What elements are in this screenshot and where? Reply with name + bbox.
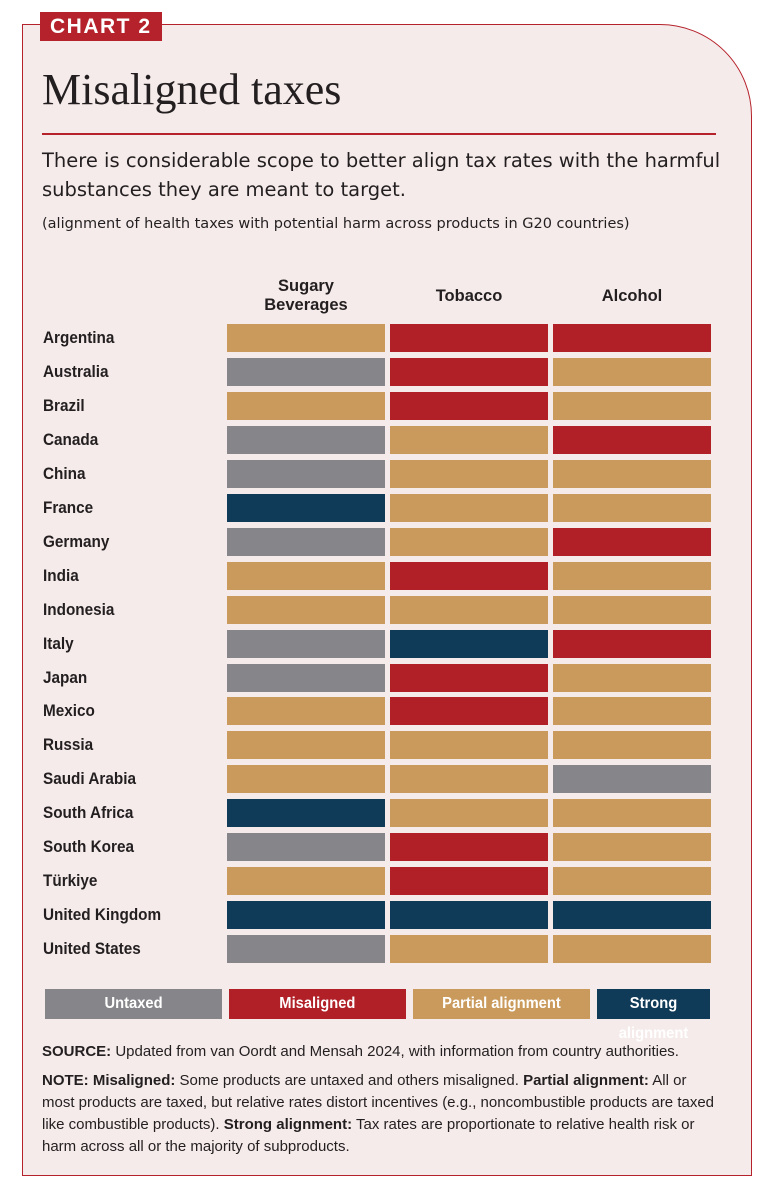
cell-partial-alignment xyxy=(390,765,548,793)
chart-subtitle: There is considerable scope to better al… xyxy=(42,149,721,201)
cell-misaligned xyxy=(390,697,548,725)
cell-strong-alignment xyxy=(390,630,548,658)
row-label: Germany xyxy=(43,532,110,551)
cell-strong-alignment xyxy=(390,901,548,929)
cell-untaxed xyxy=(553,765,711,793)
cell-partial-alignment xyxy=(227,697,385,725)
cell-partial-alignment xyxy=(227,324,385,352)
legend-item-partial-alignment: Partial alignment xyxy=(413,989,590,1019)
cell-misaligned xyxy=(553,324,711,352)
row-label: South Africa xyxy=(43,803,134,822)
title-divider xyxy=(42,133,716,135)
legend-item-strong-alignment: Strong alignment xyxy=(597,989,710,1042)
cell-strong-alignment xyxy=(227,799,385,827)
column-header-alcohol: Alcohol xyxy=(601,286,663,305)
cell-untaxed xyxy=(227,528,385,556)
row-label: Japan xyxy=(43,668,88,687)
row-label: India xyxy=(43,566,79,585)
cell-partial-alignment xyxy=(390,494,548,522)
cell-untaxed xyxy=(227,833,385,861)
cell-partial-alignment xyxy=(553,833,711,861)
cell-misaligned xyxy=(390,358,548,386)
cell-misaligned xyxy=(390,324,548,352)
row-label: South Korea xyxy=(43,837,134,856)
cell-strong-alignment xyxy=(227,494,385,522)
cell-misaligned xyxy=(553,426,711,454)
cell-partial-alignment xyxy=(227,765,385,793)
row-label: Australia xyxy=(43,362,109,381)
cell-untaxed xyxy=(227,935,385,963)
cell-untaxed xyxy=(227,460,385,488)
cell-untaxed xyxy=(227,358,385,386)
row-label: Italy xyxy=(43,634,74,653)
cell-misaligned xyxy=(390,867,548,895)
cell-partial-alignment xyxy=(390,460,548,488)
chart-title: Misaligned taxes xyxy=(42,65,342,114)
cell-untaxed xyxy=(227,664,385,692)
row-label: Russia xyxy=(43,735,94,754)
cell-misaligned xyxy=(390,562,548,590)
cell-partial-alignment xyxy=(227,392,385,420)
cell-partial-alignment xyxy=(390,426,548,454)
definitions-note: NOTE: Misaligned: Some products are unta… xyxy=(42,1072,715,1155)
cell-untaxed xyxy=(227,630,385,658)
cell-partial-alignment xyxy=(553,867,711,895)
cell-partial-alignment xyxy=(553,460,711,488)
cell-partial-alignment xyxy=(553,494,711,522)
row-label: Canada xyxy=(43,430,99,449)
cell-untaxed xyxy=(227,426,385,454)
column-header-tobacco: Tobacco xyxy=(435,286,503,305)
row-label: Argentina xyxy=(43,328,115,347)
column-header-sugary-beverages: Sugary Beverages xyxy=(264,277,348,314)
cell-partial-alignment xyxy=(553,392,711,420)
chart-scope-note: (alignment of health taxes with potentia… xyxy=(42,216,630,232)
cell-partial-alignment xyxy=(553,562,711,590)
cell-misaligned xyxy=(390,664,548,692)
row-label: Indonesia xyxy=(43,600,115,619)
cell-partial-alignment xyxy=(227,562,385,590)
row-label: Türkiye xyxy=(43,871,98,890)
cell-partial-alignment xyxy=(553,697,711,725)
legend-item-untaxed: Untaxed xyxy=(45,989,222,1019)
cell-partial-alignment xyxy=(390,596,548,624)
source-note: SOURCE: Updated from van Oordt and Mensa… xyxy=(42,1043,679,1060)
row-label: Mexico xyxy=(43,701,95,720)
row-label: Brazil xyxy=(43,396,85,415)
chart-tag: CHART 2 xyxy=(40,12,162,41)
cell-misaligned xyxy=(390,833,548,861)
row-label: United States xyxy=(43,939,141,958)
cell-strong-alignment xyxy=(227,901,385,929)
cell-partial-alignment xyxy=(553,799,711,827)
cell-partial-alignment xyxy=(227,731,385,759)
row-label: China xyxy=(43,464,86,483)
cell-partial-alignment xyxy=(553,935,711,963)
cell-partial-alignment xyxy=(227,867,385,895)
cell-partial-alignment xyxy=(390,935,548,963)
row-label: United Kingdom xyxy=(43,905,162,924)
row-label: Saudi Arabia xyxy=(43,769,136,788)
cell-misaligned xyxy=(553,630,711,658)
cell-partial-alignment xyxy=(227,596,385,624)
cell-partial-alignment xyxy=(553,664,711,692)
cell-partial-alignment xyxy=(390,731,548,759)
row-label: France xyxy=(43,498,94,517)
cell-partial-alignment xyxy=(390,799,548,827)
cell-misaligned xyxy=(390,392,548,420)
cell-partial-alignment xyxy=(553,358,711,386)
cell-partial-alignment xyxy=(553,596,711,624)
cell-strong-alignment xyxy=(553,901,711,929)
legend-item-misaligned: Misaligned xyxy=(229,989,406,1019)
cell-partial-alignment xyxy=(553,731,711,759)
cell-partial-alignment xyxy=(390,528,548,556)
cell-misaligned xyxy=(553,528,711,556)
